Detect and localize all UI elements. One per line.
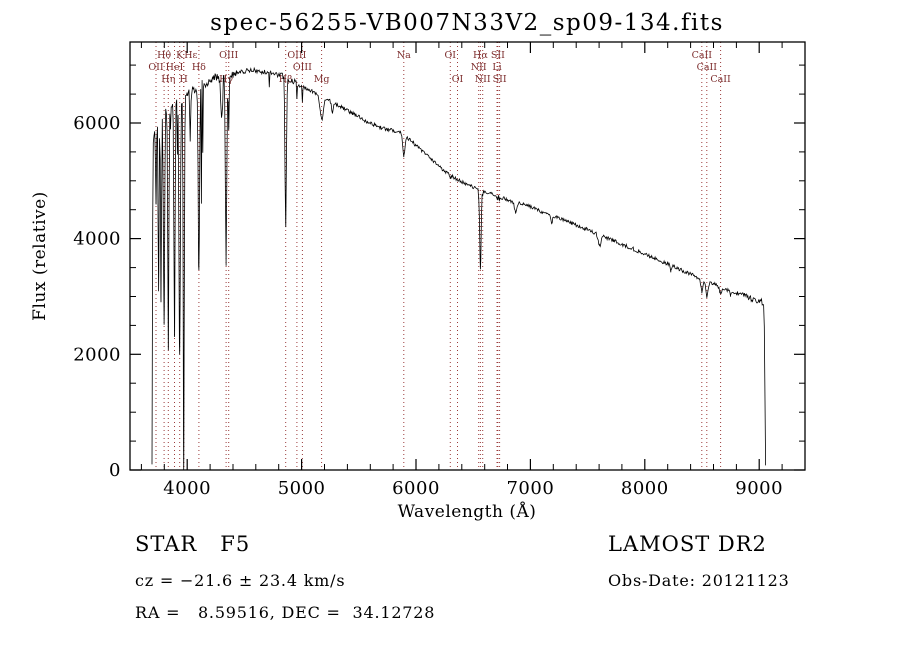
- spectral-line-label: CaII: [710, 74, 731, 85]
- x-tick-label: 6000: [392, 478, 440, 499]
- spectral-line-label: Hα: [473, 50, 488, 61]
- spectral-line-label: OIII: [219, 50, 238, 61]
- plot-title: spec-56255-VB007N33V2_sp09-134.fits: [210, 10, 724, 36]
- spectral-line-label: CaII: [692, 50, 713, 61]
- y-tick-label: 4000: [73, 229, 121, 250]
- spectral-line-label: OII: [148, 62, 164, 73]
- x-tick-label: 4000: [163, 478, 211, 499]
- spectrum-curve: [151, 66, 766, 470]
- spectral-line-label: K: [176, 50, 184, 61]
- spectral-line-label: SII: [491, 50, 505, 61]
- obs-date-value: Obs-Date: 20121123: [608, 571, 790, 590]
- x-tick-label: 5000: [278, 478, 326, 499]
- spectral-line-label: Hγ: [219, 74, 233, 85]
- x-tick-label: 8000: [621, 478, 669, 499]
- spectral-line-label: Hβ: [279, 74, 293, 85]
- x-tick-label: 9000: [735, 478, 783, 499]
- spectral-line-label: SII: [493, 74, 507, 85]
- y-tick-label: 2000: [73, 344, 121, 365]
- spectral-line-label: HeI: [166, 62, 184, 73]
- spectral-line-label: Hθ: [157, 50, 171, 61]
- axes: 4000 5000 6000 7000 8000 9000 0 2000 4000 6000: [73, 41, 806, 499]
- spectral-line-label: Hε: [184, 50, 197, 61]
- spectral-line-label: OIII: [287, 50, 306, 61]
- object-class-label: STAR F5: [135, 532, 250, 556]
- y-axis-title: Flux (relative): [30, 191, 50, 321]
- spectral-line-label: CaII: [697, 62, 718, 73]
- survey-label: LAMOST DR2: [608, 532, 767, 556]
- spectral-line-label: OI: [452, 74, 464, 85]
- y-tick-label: 6000: [73, 113, 121, 134]
- spectral-line-label: Hη: [161, 74, 175, 85]
- spectral-line-label: Mg: [314, 74, 330, 85]
- plot-frame: [129, 41, 806, 471]
- y-tick-label: 0: [109, 460, 121, 481]
- ra-dec-value: RA = 8.59516, DEC = 34.12728: [135, 603, 435, 622]
- spectral-line-label: Hδ: [192, 62, 206, 73]
- spectral-line-label: NII: [471, 62, 487, 73]
- spectral-line-label: NII: [475, 74, 491, 85]
- x-axis-title: Wavelength (Å): [398, 501, 537, 522]
- cz-value: cz = −21.6 ± 23.4 km/s: [135, 571, 345, 590]
- spectral-line-label: OI: [445, 50, 457, 61]
- spectral-line-label: OIII: [293, 62, 312, 73]
- spectral-line-label: Na: [397, 50, 411, 61]
- spectral-line-label: Li: [492, 62, 501, 73]
- spectrum-line: [151, 66, 766, 470]
- x-tick-label: 7000: [506, 478, 554, 499]
- spectral-line-label: H: [180, 74, 188, 85]
